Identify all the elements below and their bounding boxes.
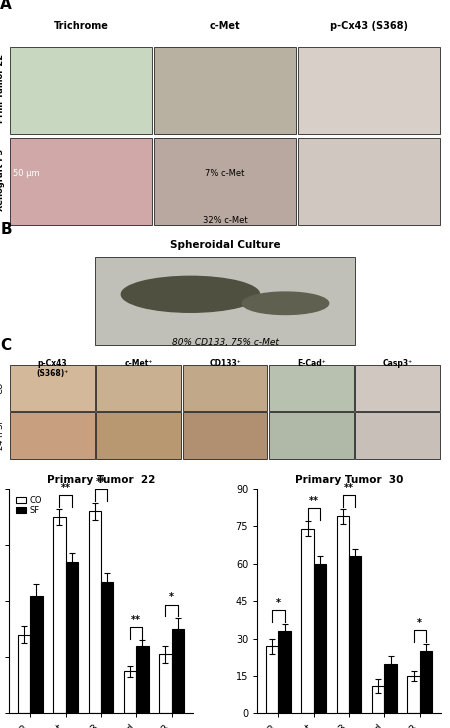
- Bar: [18, 635, 30, 713]
- Text: *: *: [169, 593, 174, 602]
- Text: **: **: [309, 496, 319, 506]
- Text: **: **: [344, 483, 354, 493]
- Text: A: A: [0, 0, 12, 12]
- FancyBboxPatch shape: [154, 47, 296, 134]
- Text: 32% c-Met: 32% c-Met: [202, 216, 248, 226]
- Text: CO: CO: [0, 381, 4, 394]
- Text: **: **: [61, 483, 71, 493]
- Text: Prim Tumor 22: Prim Tumor 22: [0, 54, 4, 123]
- FancyBboxPatch shape: [269, 412, 354, 459]
- Text: c-Met⁺: c-Met⁺: [124, 359, 153, 368]
- Title: Primary Tumor  22: Primary Tumor 22: [47, 475, 155, 486]
- Bar: [337, 516, 349, 713]
- Bar: [101, 582, 113, 713]
- Text: Trichrome: Trichrome: [54, 21, 108, 31]
- Title: Primary Tumor  30: Primary Tumor 30: [295, 475, 403, 486]
- Bar: [89, 511, 101, 713]
- Text: 24 h SF: 24 h SF: [0, 419, 4, 451]
- Text: CD133⁺: CD133⁺: [209, 359, 241, 368]
- Text: **: **: [131, 614, 141, 625]
- FancyBboxPatch shape: [10, 138, 152, 226]
- FancyBboxPatch shape: [96, 365, 181, 411]
- Bar: [124, 671, 136, 713]
- Text: **: **: [96, 478, 106, 487]
- Text: Casp3⁺: Casp3⁺: [383, 359, 413, 368]
- FancyBboxPatch shape: [183, 412, 267, 459]
- FancyBboxPatch shape: [154, 138, 296, 226]
- FancyBboxPatch shape: [298, 138, 440, 226]
- Text: *: *: [417, 618, 422, 628]
- Text: E-Cad⁺: E-Cad⁺: [297, 359, 326, 368]
- Text: 50 μm: 50 μm: [14, 169, 40, 178]
- Bar: [302, 529, 314, 713]
- Circle shape: [242, 292, 328, 314]
- Text: p-Cx43 (S368): p-Cx43 (S368): [330, 21, 408, 31]
- Text: *: *: [276, 598, 281, 608]
- Text: 80% CD133, 75% c-Met: 80% CD133, 75% c-Met: [171, 338, 279, 347]
- Text: p-Cx43
(S368)⁺: p-Cx43 (S368)⁺: [36, 359, 68, 379]
- Bar: [384, 663, 397, 713]
- Bar: [171, 629, 184, 713]
- Legend: CO, SF: CO, SF: [13, 493, 44, 518]
- Text: B: B: [0, 222, 12, 237]
- FancyBboxPatch shape: [183, 365, 267, 411]
- FancyBboxPatch shape: [10, 47, 152, 134]
- Text: c-Met: c-Met: [210, 21, 240, 31]
- FancyBboxPatch shape: [356, 412, 440, 459]
- Bar: [314, 563, 326, 713]
- Text: Xenograft P3: Xenograft P3: [0, 149, 4, 211]
- Bar: [159, 654, 171, 713]
- FancyBboxPatch shape: [10, 365, 94, 411]
- FancyBboxPatch shape: [269, 365, 354, 411]
- Bar: [66, 562, 78, 713]
- Bar: [53, 517, 66, 713]
- FancyBboxPatch shape: [96, 412, 181, 459]
- Bar: [279, 631, 291, 713]
- Bar: [372, 686, 384, 713]
- Bar: [136, 646, 148, 713]
- Text: C: C: [0, 338, 12, 353]
- FancyBboxPatch shape: [10, 412, 94, 459]
- Bar: [266, 646, 279, 713]
- FancyBboxPatch shape: [298, 47, 440, 134]
- Bar: [30, 596, 43, 713]
- Text: 50 μm: 50 μm: [14, 460, 40, 469]
- FancyBboxPatch shape: [356, 365, 440, 411]
- Bar: [420, 651, 432, 713]
- Text: Spheroidal Culture: Spheroidal Culture: [170, 240, 280, 250]
- Text: 7% c-Met: 7% c-Met: [205, 169, 245, 178]
- Bar: [407, 676, 420, 713]
- FancyBboxPatch shape: [95, 257, 355, 345]
- Bar: [349, 556, 361, 713]
- Circle shape: [122, 277, 260, 312]
